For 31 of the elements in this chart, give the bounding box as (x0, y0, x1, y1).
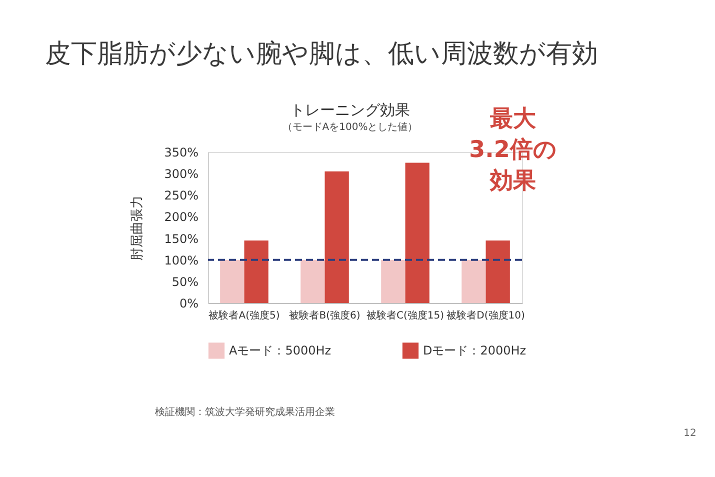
bar (486, 240, 510, 303)
x-tick-label: 被験者D(強度10) (446, 310, 525, 322)
legend-label: Dモード：2000Hz (423, 344, 526, 358)
y-tick-label: 150% (164, 232, 198, 246)
bar (300, 260, 325, 303)
y-tick-label: 250% (164, 188, 198, 203)
y-tick-label: 0% (179, 296, 198, 310)
y-tick-label: 200% (164, 210, 198, 224)
legend-label: Aモード：5000Hz (229, 344, 332, 358)
text: 検証機関：筑波大学発研究成果活用企業 (155, 406, 335, 418)
bar (462, 260, 486, 303)
chart-subtitle: トレーニング効果 (290, 101, 410, 119)
bar (405, 162, 430, 303)
x-tick-label: 被験者B(強度6) (289, 310, 360, 322)
text: （モードAを100%とした値） (282, 121, 418, 133)
y-tick-label: 100% (164, 253, 198, 268)
bar (324, 171, 349, 303)
y-tick-label: 50% (172, 274, 198, 289)
text: 最大 (489, 106, 537, 132)
x-tick-label: 被験者C(強度15) (366, 310, 444, 322)
text: 12 (684, 428, 696, 439)
annotation: 3.2倍の (469, 137, 557, 163)
annotation: 効果 (489, 168, 536, 194)
x-tick-label: 被験者A(強度5) (208, 310, 280, 322)
bar (220, 260, 244, 303)
y-tick-label: 350% (164, 146, 198, 160)
y-tick-label: 300% (164, 167, 198, 182)
bar (381, 260, 406, 303)
bar (244, 240, 268, 303)
chart-title: 皮下脂肪が少ない腕や脚は、低い周波数が有効 (45, 39, 598, 69)
y-axis-title: 肘屈曲張力 (130, 196, 146, 260)
